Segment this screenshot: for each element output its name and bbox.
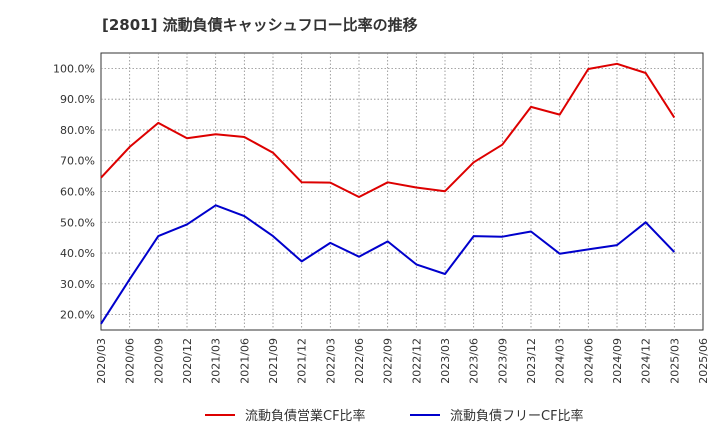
y-tick-label: 60.0% (60, 186, 95, 199)
x-tick-label: 2021/06 (238, 338, 251, 384)
y-tick-label: 100.0% (53, 62, 95, 75)
x-tick-label: 2021/03 (210, 338, 223, 384)
series-line-1 (100, 204, 676, 325)
x-tick-label: 2025/03 (668, 338, 681, 384)
x-tick-label: 2022/09 (382, 338, 395, 384)
y-tick-label: 50.0% (60, 216, 95, 229)
x-tick-label: 2020/03 (95, 338, 108, 384)
legend: 流動負債営業CF比率 流動負債フリーCF比率 (205, 408, 584, 424)
series-line-0 (100, 62, 676, 198)
x-tick-label: 2021/12 (296, 338, 309, 384)
x-tick-label: 2020/06 (124, 338, 137, 384)
x-tick-label: 2020/12 (181, 338, 194, 384)
legend-label: 流動負債フリーCF比率 (450, 408, 584, 424)
y-tick-label: 30.0% (60, 278, 95, 291)
y-tick-label: 40.0% (60, 247, 95, 260)
x-tick-label: 2023/12 (525, 338, 538, 384)
x-tick-label: 2023/03 (439, 338, 452, 384)
x-axis: 2020/03 2020/06 2020/09 2020/12 2021/03 2021/… (95, 338, 710, 384)
x-tick-label: 2020/09 (152, 338, 165, 384)
y-tick-label: 70.0% (60, 155, 95, 168)
x-tick-label: 2024/06 (582, 338, 595, 384)
grid (101, 53, 703, 330)
x-tick-label: 2023/09 (496, 338, 509, 384)
x-tick-label: 2022/12 (410, 338, 423, 384)
y-tick-label: 80.0% (60, 124, 95, 137)
x-tick-label: 2024/09 (611, 338, 624, 384)
x-tick-label: 2024/03 (554, 338, 567, 384)
x-tick-label: 2023/06 (468, 338, 481, 384)
x-tick-label: 2022/03 (324, 338, 337, 384)
y-tick-label: 90.0% (60, 93, 95, 106)
y-tick-label: 20.0% (60, 309, 95, 322)
chart-title: [2801] 流動負債キャッシュフロー比率の推移 (102, 16, 418, 34)
y-axis: 20.0% 30.0% 40.0% 50.0% 60.0% 70.0% 80.0% 90.0%… (53, 62, 95, 321)
x-tick-label: 2024/12 (640, 338, 653, 384)
series-layer (100, 62, 676, 325)
x-tick-label: 2021/09 (267, 338, 280, 384)
x-tick-label: 2022/06 (353, 338, 366, 384)
legend-label: 流動負債営業CF比率 (245, 408, 366, 424)
x-tick-label: 2025/06 (697, 338, 710, 384)
